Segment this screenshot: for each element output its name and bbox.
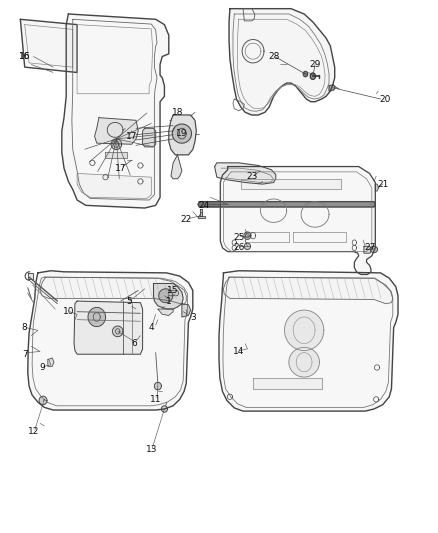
Polygon shape	[74, 301, 143, 354]
Polygon shape	[39, 396, 47, 405]
Polygon shape	[28, 271, 193, 410]
Polygon shape	[310, 73, 315, 79]
Polygon shape	[303, 71, 307, 77]
Text: 4: 4	[148, 323, 154, 332]
Polygon shape	[77, 173, 151, 198]
Text: 3: 3	[190, 312, 196, 321]
Polygon shape	[289, 348, 319, 377]
Text: 28: 28	[268, 52, 279, 61]
Polygon shape	[198, 216, 205, 217]
Text: 14: 14	[233, 347, 244, 356]
Text: 27: 27	[364, 244, 375, 253]
Polygon shape	[169, 115, 196, 155]
Polygon shape	[220, 166, 375, 274]
Text: 11: 11	[150, 395, 162, 404]
Text: 12: 12	[28, 427, 39, 436]
Text: 7: 7	[22, 350, 28, 359]
Text: 24: 24	[198, 201, 209, 210]
Polygon shape	[171, 155, 182, 179]
Polygon shape	[154, 382, 161, 390]
Polygon shape	[169, 290, 179, 296]
Text: 13: 13	[145, 446, 157, 455]
Polygon shape	[364, 246, 371, 253]
Text: 18: 18	[172, 108, 183, 117]
Polygon shape	[48, 358, 54, 367]
Polygon shape	[88, 308, 106, 327]
Polygon shape	[253, 378, 321, 389]
Text: 16: 16	[19, 52, 31, 61]
Polygon shape	[153, 284, 183, 309]
Polygon shape	[244, 232, 251, 239]
Polygon shape	[182, 304, 191, 317]
Polygon shape	[229, 9, 335, 115]
Polygon shape	[113, 326, 123, 337]
Text: 17: 17	[115, 164, 127, 173]
Polygon shape	[95, 118, 138, 144]
Polygon shape	[198, 201, 375, 207]
Polygon shape	[223, 277, 393, 304]
Text: 1: 1	[166, 296, 172, 305]
Polygon shape	[143, 128, 155, 147]
Polygon shape	[111, 139, 122, 150]
Text: 21: 21	[377, 180, 389, 189]
Polygon shape	[375, 184, 379, 191]
Text: 19: 19	[176, 129, 187, 138]
Polygon shape	[20, 19, 77, 72]
Polygon shape	[159, 289, 173, 303]
Text: 22: 22	[180, 215, 192, 224]
Text: 15: 15	[167, 286, 179, 295]
Polygon shape	[241, 179, 341, 189]
Text: 23: 23	[246, 172, 258, 181]
Polygon shape	[371, 246, 378, 253]
Polygon shape	[106, 152, 127, 158]
Text: 10: 10	[63, 307, 74, 316]
Text: 20: 20	[379, 94, 391, 103]
Polygon shape	[200, 209, 202, 216]
Text: 29: 29	[309, 60, 321, 69]
Text: 26: 26	[233, 244, 244, 253]
Polygon shape	[172, 124, 191, 143]
Text: 6: 6	[131, 339, 137, 348]
Polygon shape	[161, 406, 167, 412]
Text: 5: 5	[127, 296, 132, 305]
Polygon shape	[285, 310, 324, 351]
Polygon shape	[219, 271, 398, 411]
Polygon shape	[329, 85, 335, 91]
Text: 17: 17	[126, 132, 138, 141]
Text: 25: 25	[233, 233, 244, 242]
Polygon shape	[158, 309, 173, 316]
Text: 16: 16	[19, 52, 31, 61]
Polygon shape	[62, 14, 169, 208]
Polygon shape	[215, 163, 276, 184]
Polygon shape	[28, 273, 33, 279]
Polygon shape	[244, 243, 251, 249]
Text: 8: 8	[22, 323, 28, 332]
Text: 9: 9	[39, 363, 45, 372]
Polygon shape	[40, 277, 186, 305]
